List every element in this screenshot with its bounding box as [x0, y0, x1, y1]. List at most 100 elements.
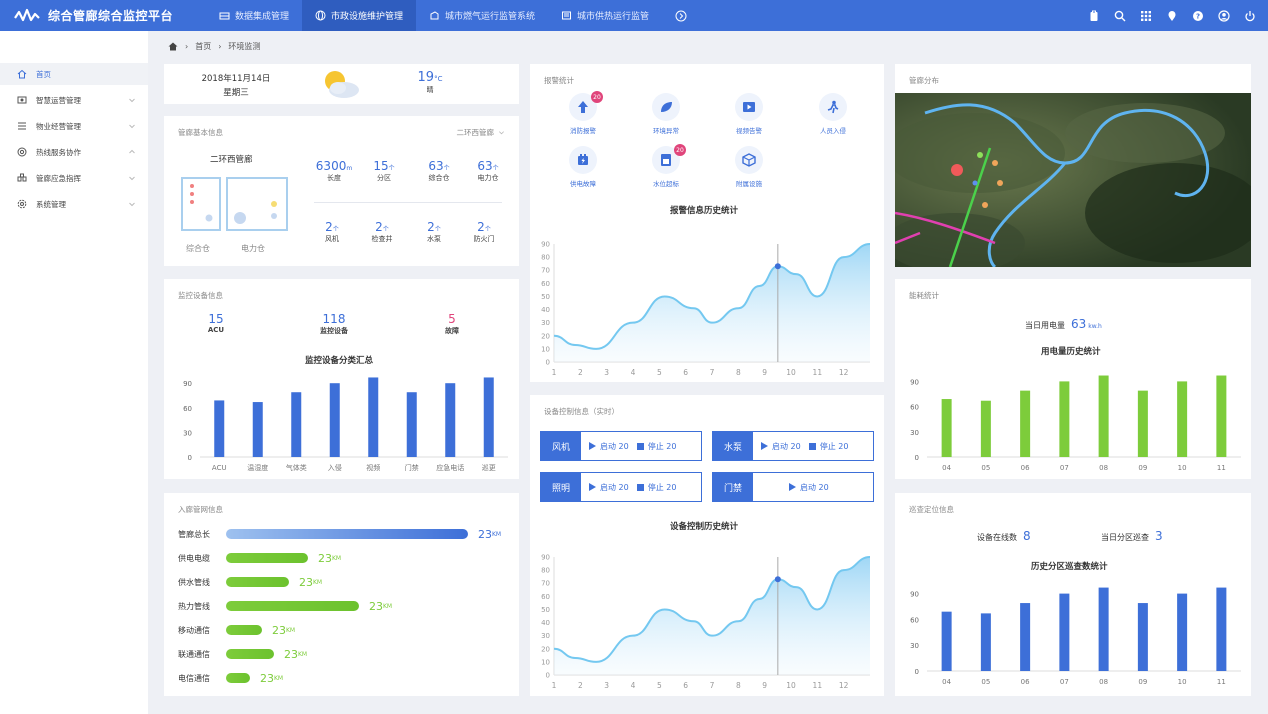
monitor-bar-chart: 0 30 60 90 ACU 温湿度 气体类 入侵 视频 门禁 应急电话 巡更 — [183, 377, 508, 472]
sidebar-item-operations[interactable]: 智慧运营管理 — [0, 89, 148, 111]
sidebar-item-label: 智慧运营管理 — [36, 95, 81, 105]
sidebar-item-label: 系统管理 — [36, 199, 66, 209]
stop-icon — [636, 442, 644, 450]
weather-date: 2018年11月14日 — [201, 74, 271, 84]
alarm-icon-circle — [652, 146, 680, 174]
x-tick-label: 1 — [552, 681, 557, 690]
bar — [980, 400, 991, 457]
environment-icon — [661, 102, 672, 112]
panel-title: 报警统计 — [544, 76, 574, 85]
stop-icon — [636, 483, 644, 491]
pipeline-unit: KM — [332, 554, 342, 562]
nav-data-integration[interactable]: 数据集成管理 — [206, 0, 302, 31]
sidebar-item-system[interactable]: 系统管理 — [0, 193, 148, 215]
panel-title: 能耗统计 — [909, 291, 939, 300]
energy-panel: 能耗统计 当日用电量 63 kw.h 用电量历史统计 0 30 60 90 04 05 06… — [895, 279, 1251, 479]
nav-gas-supervision[interactable]: 城市燃气运行监管系统 — [416, 0, 548, 31]
panel-title: 管廊基本信息 — [178, 128, 223, 137]
stat-unit: 个 — [443, 165, 450, 172]
start-button[interactable]: 启动 20 — [589, 482, 629, 493]
weather-temp-block: 19°C 晴 — [410, 70, 450, 95]
highlight-point[interactable] — [774, 263, 781, 270]
panel-title: 入廊管网信息 — [178, 505, 223, 514]
stat-faults: 5 故障 — [428, 312, 476, 336]
highlight-point[interactable] — [774, 576, 781, 583]
y-tick-label: 20 — [541, 332, 550, 340]
brand[interactable]: 综合管廊综合监控平台 — [14, 7, 173, 24]
legend-power-cabin: 电力仓 — [241, 244, 265, 253]
x-tick-label: 6 — [683, 368, 688, 377]
pipeline-bar — [226, 625, 262, 635]
power-icon[interactable] — [1244, 10, 1256, 22]
alarm-item-intrusion[interactable]: 人员入侵 — [811, 93, 855, 135]
x-tick-label: 11 — [1217, 464, 1226, 472]
bar — [1020, 390, 1031, 457]
sidebar-item-property[interactable]: 物业经营管理 — [0, 115, 148, 137]
help-icon[interactable]: ? — [1192, 10, 1204, 22]
alarm-item-video[interactable]: 视频告警 — [727, 93, 771, 135]
panel-title: 管廊分布 — [909, 76, 939, 85]
y-tick-label: 50 — [541, 606, 550, 614]
nav-heating-supervision[interactable]: 城市供热运行监管 — [548, 0, 662, 31]
home-icon[interactable] — [168, 42, 178, 51]
satellite-map[interactable] — [895, 93, 1251, 267]
nav-municipal-maintenance[interactable]: 市政设施维护管理 — [302, 0, 417, 31]
breadcrumb-home[interactable]: 首页 — [195, 42, 212, 51]
x-tick-label: 入侵 — [328, 463, 342, 472]
clipboard-icon[interactable] — [1088, 10, 1100, 22]
y-tick-label: 90 — [910, 591, 919, 599]
control-pump: 水泵 启动 20 停止 20 — [712, 431, 874, 461]
alarm-item-environment[interactable]: 环境异常 — [644, 93, 688, 135]
search-icon[interactable] — [1114, 10, 1126, 22]
pipeline-value: 23 — [272, 623, 286, 637]
start-button[interactable]: 启动 20 — [761, 441, 801, 452]
x-tick-label: 10 — [786, 681, 796, 690]
stat-value: 2 — [427, 220, 435, 234]
chevron-down-icon — [499, 131, 504, 135]
alarm-item-power-fault[interactable]: 供电故障 — [561, 146, 605, 188]
bar — [1137, 603, 1148, 671]
x-tick-label: 10 — [1178, 678, 1187, 686]
stat-label: ACU — [207, 326, 225, 334]
stop-button[interactable]: 停止 20 — [636, 441, 676, 452]
home-icon — [17, 69, 27, 79]
start-button[interactable]: 启动 20 — [589, 441, 629, 452]
location-pin-icon[interactable] — [1166, 10, 1178, 22]
stat-value: 15 — [208, 312, 224, 326]
x-tick-label: 气体类 — [286, 463, 307, 472]
stat-unit: 个 — [434, 226, 441, 233]
start-button[interactable]: 启动 20 — [789, 482, 829, 493]
stat-unit: 个 — [388, 165, 395, 172]
stat-monitor-devices: 118 监控设备 — [310, 312, 358, 336]
sidebar-item-emergency[interactable]: 管廊应急指挥 — [0, 167, 148, 189]
alarm-item-fire-alarm[interactable]: 消防报警 20 — [561, 91, 605, 135]
nav-more-button[interactable] — [662, 0, 700, 31]
alarm-item-water-level[interactable]: 水位超标 20 — [644, 144, 688, 188]
sidebar-item-hotline[interactable]: 热线服务协作 — [0, 141, 148, 163]
alarm-item-facility[interactable]: 附属设施 — [727, 146, 771, 188]
pipe-selector[interactable]: 二环西管廊 — [457, 127, 506, 138]
bar — [445, 383, 456, 457]
stat-composite-cabin: 63个 综合仓 — [415, 159, 463, 183]
pipeline-label: 管廊总长 — [178, 529, 210, 539]
stop-button[interactable]: 停止 20 — [808, 441, 848, 452]
energy-bar-chart: 0 30 60 90 04 05 06 07 08 09 10 11 — [910, 375, 1241, 472]
y-tick-label: 60 — [183, 405, 192, 413]
user-icon[interactable] — [1218, 9, 1230, 22]
series-line — [553, 556, 871, 663]
stop-button[interactable]: 停止 20 — [636, 482, 676, 493]
weather-desc: 晴 — [426, 86, 434, 94]
sidebar-item-home[interactable]: 首页 — [0, 63, 148, 85]
bar — [1177, 593, 1188, 671]
pipeline-label: 移动通信 — [178, 625, 210, 635]
x-tick-label: 10 — [1178, 464, 1187, 472]
patrol-online: 设备在线数 8 — [977, 529, 1031, 543]
grid-menu-icon[interactable] — [1140, 10, 1152, 22]
property-icon — [18, 122, 26, 130]
stat-fire-doors: 2个 防火门 — [460, 220, 508, 244]
control-fan: 风机 启动 20 停止 20 — [540, 431, 702, 461]
daily-power: 当日用电量 63 kw.h — [1025, 317, 1102, 331]
nav-label: 城市供热运行监管 — [577, 12, 650, 22]
stat-value: 2 — [325, 220, 333, 234]
